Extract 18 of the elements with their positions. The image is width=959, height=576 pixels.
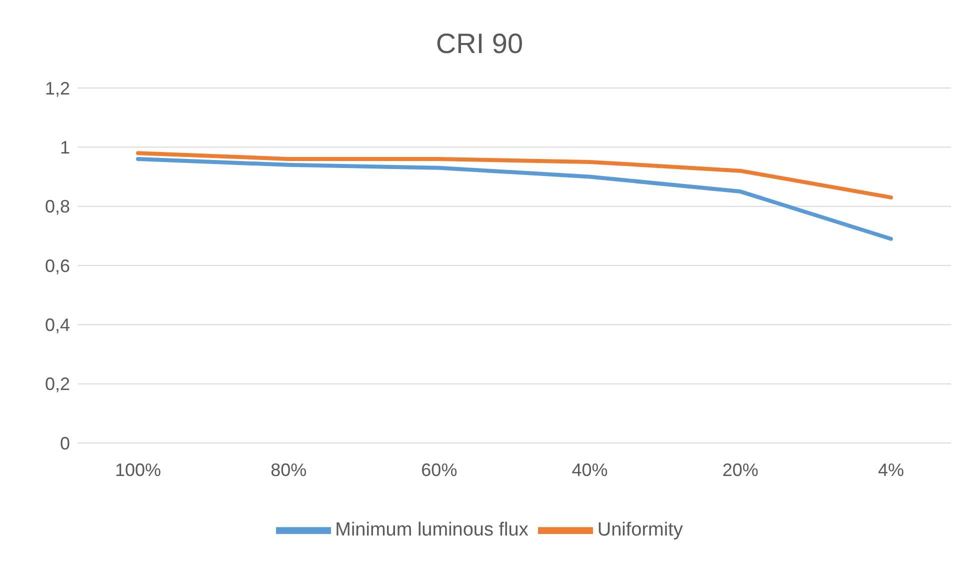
x-tick-label: 80% <box>270 460 307 480</box>
x-tick-label: 4% <box>878 460 904 480</box>
y-tick-label: 0,6 <box>44 256 70 276</box>
legend-label: Uniformity <box>597 520 683 541</box>
y-tick-label: 1 <box>60 138 70 158</box>
x-tick-label: 60% <box>421 460 458 480</box>
x-tick-label: 100% <box>114 460 162 480</box>
chart-title: CRI 90 <box>434 27 524 61</box>
line-series <box>136 157 893 241</box>
line-series <box>136 151 893 200</box>
y-tick-label: 1,2 <box>44 78 70 98</box>
legend-label: Minimum luminous flux <box>335 520 528 541</box>
y-tick-label: 0,2 <box>44 374 70 394</box>
x-tick-label: 40% <box>572 460 608 480</box>
y-tick-label: 0,8 <box>44 196 70 217</box>
y-tick-label: 0 <box>60 433 70 454</box>
x-tick-label: 20% <box>722 460 758 480</box>
y-tick-label: 0,4 <box>44 315 70 336</box>
